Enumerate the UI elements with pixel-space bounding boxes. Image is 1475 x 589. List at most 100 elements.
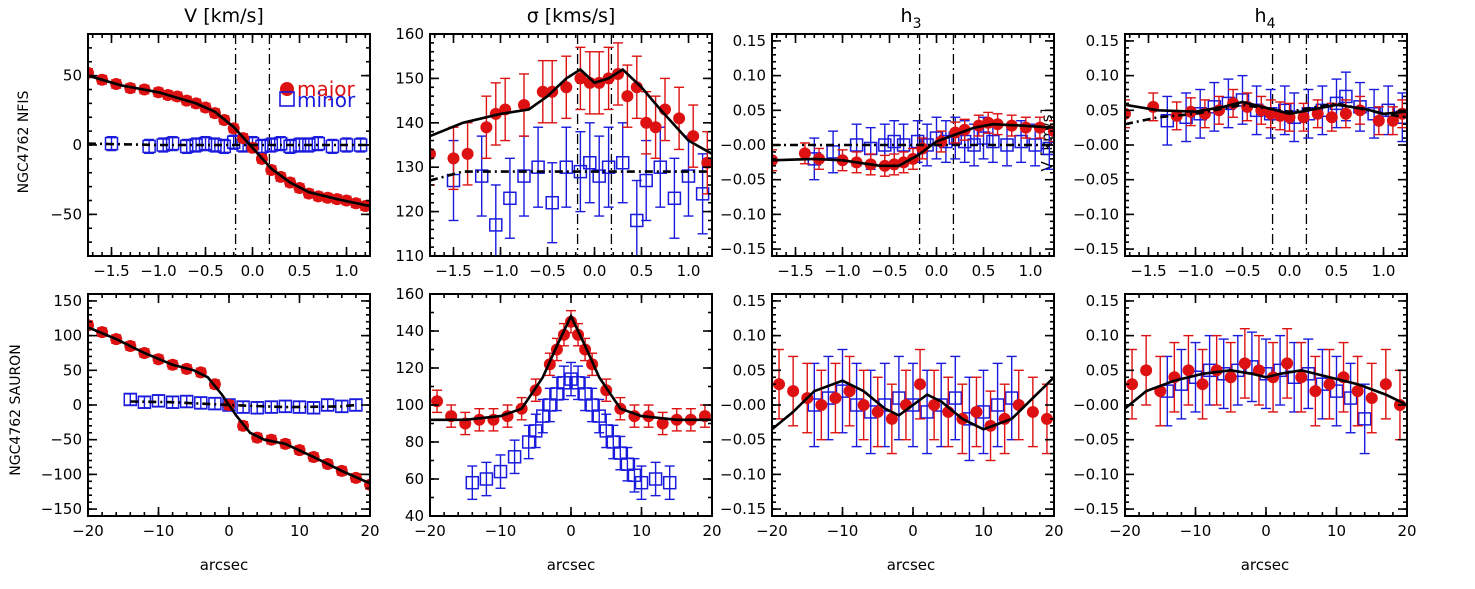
major-point [1351,385,1364,398]
minor-point [306,401,321,415]
minor-point [1329,384,1344,398]
major-point [857,399,870,411]
major-point [701,156,712,169]
minor-point [585,398,599,412]
y-tick-label: 160 [395,285,424,303]
minor-point [531,160,545,174]
y-tick-label: 0.15 [733,292,766,310]
y-tick-label: 0.15 [733,32,766,50]
y-tick-label: −0.10 [720,205,766,223]
major-point [447,152,460,165]
y-tick-label: 0.05 [733,361,766,379]
x-tick-label: 1.0 [1372,262,1396,280]
minor-point [648,472,663,486]
col-title-h3: h3 [901,5,922,32]
y-tick-label: 0.05 [1086,101,1119,119]
y-tick-label: 100 [53,327,82,345]
minor-point [1273,363,1287,378]
legend-major-marker [280,82,294,96]
model-curve-major [772,122,1054,168]
minor-point [967,138,981,152]
y-tick-label: −0.15 [720,240,766,258]
minor-point [264,138,279,152]
minor-point [250,401,264,415]
major-point [829,392,842,405]
major-point [1325,111,1338,124]
y-tick-label: 50 [63,67,82,85]
model-curve-major [772,376,1054,431]
major-point [928,399,941,411]
x-tick-label: −0.5 [1224,262,1260,280]
y-tick-label: −0.10 [1073,205,1119,223]
panel-data-sauron-v [88,319,370,491]
y-tick-label: −0.15 [1073,240,1119,258]
major-point [1170,109,1183,122]
minor-point [592,409,606,423]
minor-point [217,139,232,154]
major-point [518,99,530,112]
y-tick-label: −0.15 [1073,500,1119,518]
x-tick-label: −0.5 [871,262,907,280]
major-point [1339,107,1352,120]
y-tick-label: −0.05 [1073,431,1119,449]
y-tick-label: −0.05 [720,431,766,449]
minor-point [887,134,901,149]
minor-point [606,435,621,449]
model-curve-minor [1125,102,1407,126]
major-point [1126,378,1139,391]
minor-point [583,156,597,170]
major-point [640,116,653,129]
panel-data-sauron-h4 [1125,327,1407,455]
panel-nfs-v: −1.5 −1.0 −0.5 0.0 0.5 1.0 −50 0 50 [50,33,371,280]
x-tick-label: 0.0 [925,262,949,280]
major-point [1019,121,1032,134]
x-tick-label: −10 [143,522,175,540]
minor-point [1042,141,1054,156]
minor-point [1014,134,1028,149]
minor-point [302,138,316,152]
y-tick-label: −0.00 [720,396,766,414]
x-tick-label: −1.0 [140,262,176,280]
y-tick-label: −150 [41,500,82,518]
y-tick-label: 0.10 [733,327,766,345]
model-curve-minor [130,400,357,409]
y-tick-label: 40 [405,507,424,525]
minor-point [521,435,536,449]
y-tick-label: −0.05 [1073,171,1119,189]
minor-point [320,398,335,412]
minor-point [599,424,613,438]
y-tick-label: 100 [395,396,424,414]
minor-point [474,169,489,183]
x-tick-label: 10 [290,522,309,540]
x-axis-label-2: arcsec [547,556,596,574]
minor-point [283,139,297,154]
minor-point [920,405,934,419]
major-point [1379,378,1392,391]
major-point [649,121,662,134]
y-tick-label: 0.15 [1086,32,1119,50]
x-tick-label: 0 [224,522,234,540]
y-tick-label: −0.10 [720,465,766,483]
y-tick-label: 0.15 [1086,292,1119,310]
x-tick-label: 0.0 [1278,262,1302,280]
minor-point [627,468,642,483]
panel-data-sauron-sigma [430,309,712,501]
major-point [1252,364,1265,377]
y-tick-label: −0.00 [1073,396,1119,414]
minor-point [311,136,326,151]
minor-point [662,475,677,490]
x-tick-label: −20 [414,522,446,540]
minor-point [156,138,170,152]
major-point [1372,114,1385,127]
x-tick-label: 0 [566,522,576,540]
x-tick-label: 0.5 [1325,262,1349,280]
x-tick-label: 1.0 [1019,262,1043,280]
x-tick-label: −1.5 [777,262,813,280]
major-point [1140,364,1153,377]
minor-point [1004,391,1019,405]
x-tick-label: −1.5 [435,262,471,280]
major-point [1196,378,1209,391]
y-tick-label: 0 [72,136,82,154]
y-tick-label: −0.10 [1073,465,1119,483]
major-point [673,112,686,125]
